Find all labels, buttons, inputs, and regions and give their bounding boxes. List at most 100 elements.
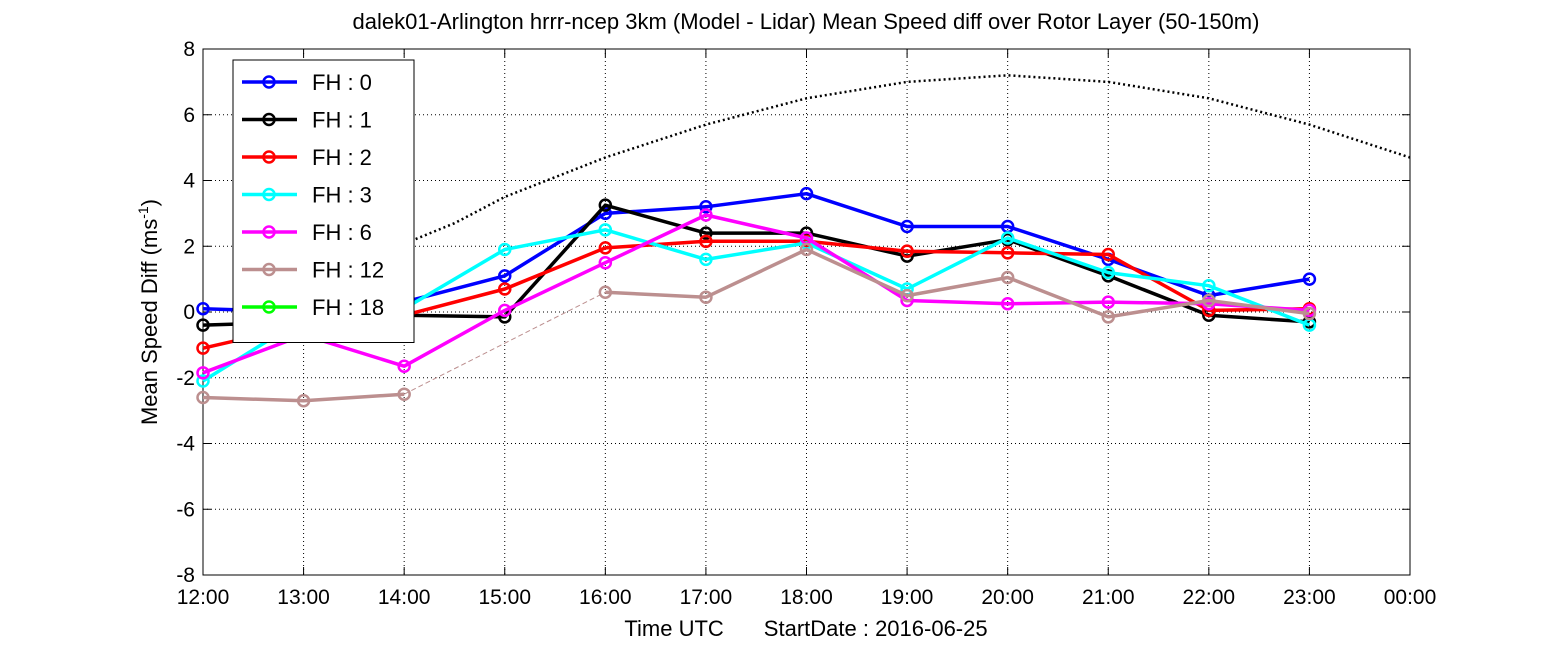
x-axis-label: Time UTC StartDate : 2016-06-25	[624, 616, 987, 641]
data-point	[598, 255, 613, 270]
x-tick-label: 23:00	[1283, 586, 1336, 609]
data-point	[1000, 246, 1015, 260]
data-point	[699, 252, 713, 267]
legend-item: FH : 3	[242, 183, 372, 208]
x-tick-label: 12:00	[177, 586, 230, 609]
data-point	[1202, 293, 1216, 308]
x-axis-label-main: Time UTC	[624, 616, 724, 641]
data-point	[1101, 310, 1115, 324]
legend-marker	[262, 225, 276, 239]
y-tick-label: -4	[176, 433, 195, 456]
data-point	[699, 290, 713, 304]
y-tick-label: 6	[183, 104, 195, 127]
x-tick-label: 21:00	[1082, 586, 1135, 609]
data-point	[1000, 231, 1015, 245]
data-point	[699, 226, 713, 240]
data-point	[598, 198, 613, 212]
legend-item: FH : 2	[242, 145, 372, 170]
x-axis-label-startdate: StartDate : 2016-06-25	[764, 616, 988, 641]
chart-title: dalek01-Arlington hrrr-ncep 3km (Model -…	[353, 9, 1260, 34]
legend-label: FH : 2	[312, 145, 372, 170]
data-point	[598, 223, 613, 237]
data-point	[498, 303, 512, 318]
data-point	[799, 186, 814, 201]
x-tick-label: 17:00	[680, 586, 733, 609]
y-axis-label-superscript: -1	[135, 206, 151, 219]
data-point	[598, 241, 613, 255]
data-point	[196, 366, 210, 380]
data-point	[598, 285, 613, 300]
y-tick-label: 0	[183, 301, 195, 324]
data-point	[1000, 270, 1015, 285]
data-point	[900, 244, 914, 258]
y-axis-label-main: Mean Speed Diff (ms	[137, 219, 162, 425]
legend-item: FH : 12	[242, 258, 384, 283]
reference-curve	[373, 74, 1411, 258]
data-point	[196, 341, 210, 355]
x-tick-label: 19:00	[881, 586, 934, 609]
x-tick-label: 00:00	[1384, 586, 1437, 609]
y-tick-labels: -8 -6 -4 -2 0 2 4 6 8	[176, 38, 195, 587]
data-point	[1101, 247, 1115, 262]
legend-label: FH : 0	[312, 70, 372, 95]
data-point	[1101, 295, 1115, 309]
legend-label: FH : 12	[312, 258, 384, 283]
reference-curve-line	[373, 74, 1411, 258]
data-point	[397, 359, 411, 373]
x-tick-label: 22:00	[1183, 586, 1236, 609]
data-point	[498, 269, 512, 283]
data-point	[296, 394, 311, 408]
y-tick-label: -2	[176, 367, 195, 390]
data-point	[900, 288, 914, 303]
legend-box	[232, 59, 415, 343]
legend-marker	[262, 150, 276, 164]
data-point	[397, 387, 411, 401]
data-point	[699, 208, 713, 222]
data-point	[1302, 306, 1317, 321]
data-point	[196, 318, 210, 332]
series-line	[202, 247, 1310, 403]
x-tick-label: 18:00	[780, 586, 833, 609]
series-layer	[196, 186, 1317, 408]
legend-item: FH : 1	[242, 108, 372, 133]
legend-marker	[262, 75, 276, 89]
data-point	[900, 219, 914, 234]
data-point	[196, 390, 210, 405]
x-tick-label: 14:00	[378, 586, 431, 609]
x-tick-label: 16:00	[579, 586, 632, 609]
legend: FH : 0 FH : 1 FH : 2 FH : 3 FH : 6 FH : 12 FH …	[232, 59, 415, 343]
y-tick-label: -8	[176, 564, 195, 587]
legend-marker	[262, 262, 276, 277]
y-tick-label: 8	[183, 38, 195, 61]
y-tick-label: 2	[183, 235, 195, 258]
data-point	[498, 242, 512, 257]
y-tick-label: 4	[183, 170, 195, 193]
legend-label: FH : 1	[312, 108, 372, 133]
data-point	[1101, 265, 1115, 280]
data-point	[799, 242, 814, 257]
legend-label: FH : 6	[312, 220, 372, 245]
legend-label: FH : 18	[312, 295, 384, 320]
y-axis-label-close: )	[137, 199, 162, 206]
x-tick-label: 13:00	[277, 586, 330, 609]
series-fh-12	[196, 242, 1317, 408]
data-point	[1202, 278, 1216, 293]
y-tick-label: -6	[176, 498, 195, 521]
y-axis-label: Mean Speed Diff (ms-1)	[135, 199, 162, 425]
legend-item: FH : 6	[242, 220, 372, 245]
data-point	[1302, 272, 1317, 286]
x-tick-label: 15:00	[478, 586, 531, 609]
data-point	[196, 374, 210, 388]
data-point	[1000, 297, 1015, 311]
series-gap-line	[403, 291, 606, 395]
x-tick-label: 20:00	[981, 586, 1034, 609]
legend-marker	[262, 300, 276, 314]
axis-ticks	[202, 48, 1411, 576]
legend-item: FH : 0	[242, 70, 372, 95]
data-point	[699, 200, 713, 214]
legend-marker	[262, 187, 276, 202]
legend-label: FH : 3	[312, 183, 372, 208]
legend-item: FH : 18	[242, 295, 384, 320]
data-point	[699, 234, 713, 249]
